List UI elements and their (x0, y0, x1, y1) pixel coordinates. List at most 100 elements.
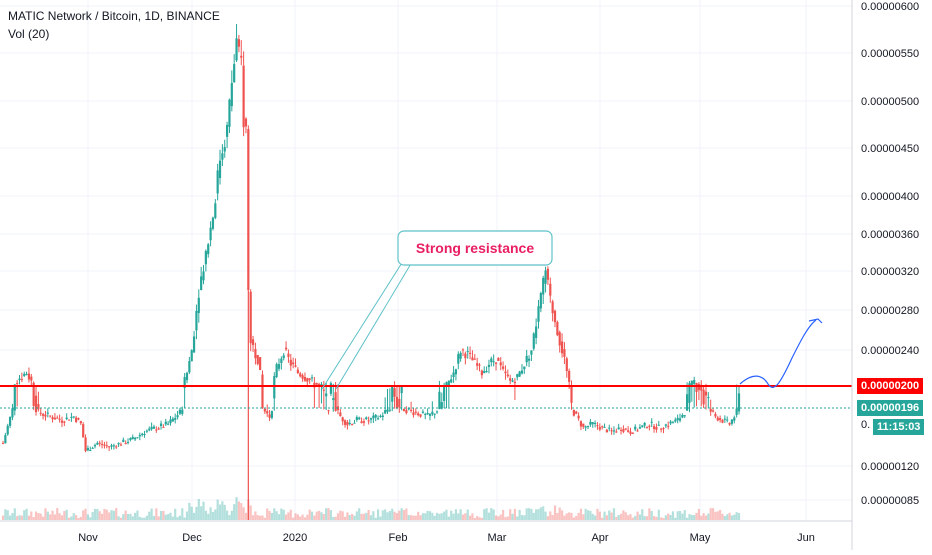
volume-bar (174, 508, 177, 520)
candle-body (563, 349, 566, 357)
candle-body (233, 64, 236, 83)
candle-body (310, 377, 314, 379)
time-axis[interactable]: Nov Dec 2020 Feb Mar Apr May Jun (78, 532, 815, 544)
candle-body (209, 227, 212, 241)
volume-bar (188, 502, 191, 520)
volume-bar (676, 511, 679, 520)
price-tick-label: 0.00000280 (861, 305, 919, 317)
volume-bar (237, 501, 240, 520)
volume-bar (275, 511, 278, 520)
candle-body (178, 409, 182, 414)
candle-body (185, 372, 189, 381)
volume-bar (336, 513, 340, 520)
candle-body (263, 408, 266, 412)
candle-body (60, 420, 64, 423)
volume-bar (270, 512, 274, 520)
candle-body (221, 153, 224, 160)
volume-bar (315, 511, 318, 520)
volume-bar (478, 517, 481, 520)
candle-body (202, 271, 205, 281)
candle-body (596, 425, 599, 427)
candle-body (44, 414, 47, 417)
volume-bar (610, 512, 613, 520)
volume-bar (485, 508, 488, 520)
candle-body (428, 413, 432, 416)
volume-bar (473, 517, 476, 520)
candle-body (553, 310, 557, 323)
candle-body (292, 362, 295, 365)
time-tick-label: Nov (78, 532, 98, 544)
candle-body (707, 397, 710, 399)
candles[interactable] (1, 24, 741, 520)
volume-bar (60, 515, 64, 520)
candle-body (306, 378, 309, 382)
candle-body (728, 422, 731, 425)
volume-bar (155, 508, 158, 520)
candle-body (716, 417, 719, 421)
candle-body (376, 418, 380, 420)
volume-bar (615, 516, 618, 520)
candle-body (362, 421, 366, 423)
volume-bar (235, 497, 238, 520)
candle-body (141, 433, 144, 435)
candle-body (556, 322, 559, 336)
candle-body (89, 450, 92, 452)
candle-body (461, 349, 465, 351)
annotation-callout[interactable] (397, 230, 553, 266)
price-axis[interactable]: 0.00000600 0.00000550 0.00000500 0.00000450… (861, 1, 919, 507)
candle-body (388, 409, 391, 411)
volume-bar (89, 517, 92, 520)
candle-body (542, 277, 545, 295)
volume-bar (669, 514, 672, 520)
candle-body (440, 402, 443, 409)
volume-bar (249, 505, 252, 520)
projection-arrow[interactable] (739, 319, 817, 388)
candle-body (497, 357, 500, 361)
volume-bar (686, 517, 689, 520)
candle-body (58, 418, 61, 420)
candle-body (660, 428, 663, 430)
candle-body (1, 443, 5, 445)
candle-body (594, 422, 597, 424)
candle-body (214, 203, 217, 218)
candle-body (152, 426, 156, 429)
volume-bar (341, 511, 344, 520)
volume-bar (214, 509, 217, 520)
volume-bar (542, 506, 545, 520)
candle-body (726, 419, 729, 421)
volume-bar (351, 514, 354, 520)
volume-bar (435, 512, 439, 520)
volume-bar (72, 513, 75, 520)
volume-bar (617, 514, 620, 520)
candle-body (464, 353, 467, 359)
candle-body (82, 424, 85, 438)
candle-body (598, 427, 601, 430)
volume-bar (11, 513, 14, 520)
candle-body (551, 301, 554, 314)
candle-body (70, 416, 73, 418)
volume-bar (636, 511, 639, 520)
volume-bar (183, 517, 186, 520)
volume-bar (343, 516, 347, 520)
candle-body (570, 385, 573, 403)
candle-body (537, 306, 540, 322)
candle-body (410, 409, 413, 411)
volume-bar (169, 512, 172, 520)
candle-body (195, 310, 198, 331)
candle-body (719, 418, 722, 420)
volume-bar (551, 515, 554, 520)
volume-bar (421, 513, 424, 520)
candle-body (393, 388, 396, 397)
candle-body (339, 412, 342, 417)
candle-body (603, 426, 606, 428)
volume-bar (601, 517, 604, 520)
candle-body (360, 421, 363, 424)
volume-bar (443, 511, 446, 520)
candle-body (471, 357, 474, 361)
candle-body (11, 408, 14, 418)
price-tick-label: 0.00000360 (861, 229, 919, 241)
volume-bar (268, 510, 271, 520)
candle-body (315, 383, 318, 385)
volume-bar (704, 515, 708, 520)
